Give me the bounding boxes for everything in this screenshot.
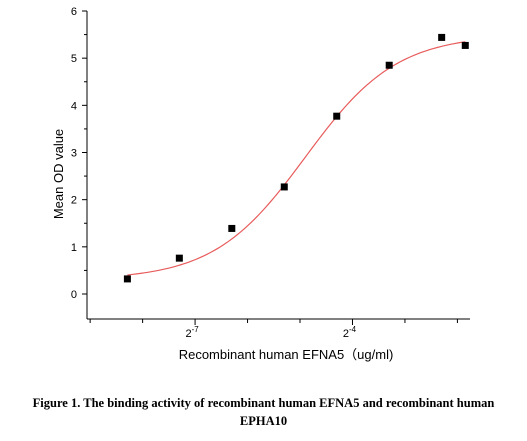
y-tick-label: 5: [71, 53, 77, 65]
axis-labels: 0 1 2 3 4 5 6 2-7 2-4: [71, 6, 357, 340]
x-tick-label: 2-4: [343, 325, 357, 340]
data-point: [280, 183, 288, 191]
y-tick-label: 3: [71, 148, 77, 160]
x-tick-label: 2-7: [185, 325, 199, 340]
data-point: [175, 254, 183, 262]
y-axis-title: Mean OD value: [51, 129, 66, 219]
data-points: [123, 33, 469, 283]
data-point: [438, 33, 446, 41]
axes: [82, 10, 470, 325]
caption-line-2: EPHA10: [239, 414, 288, 428]
y-tick-label: 6: [71, 6, 77, 18]
data-point: [228, 224, 236, 232]
y-tick-label: 4: [71, 100, 77, 112]
fit-curve-layer: [127, 41, 466, 276]
data-point: [385, 61, 393, 69]
y-tick-label: 2: [71, 195, 77, 207]
figure-caption: Figure 1. The binding activity of recomb…: [0, 394, 527, 430]
y-tick-label: 1: [71, 242, 77, 254]
caption-line-1: Figure 1. The binding activity of recomb…: [32, 396, 495, 410]
data-point: [461, 41, 469, 49]
data-point: [123, 275, 131, 283]
fit-curve: [127, 41, 466, 276]
y-tick-label: 0: [71, 289, 77, 301]
data-point: [333, 112, 341, 120]
x-axis-title: Recombinant human EFNA5（ug/ml): [179, 347, 394, 362]
